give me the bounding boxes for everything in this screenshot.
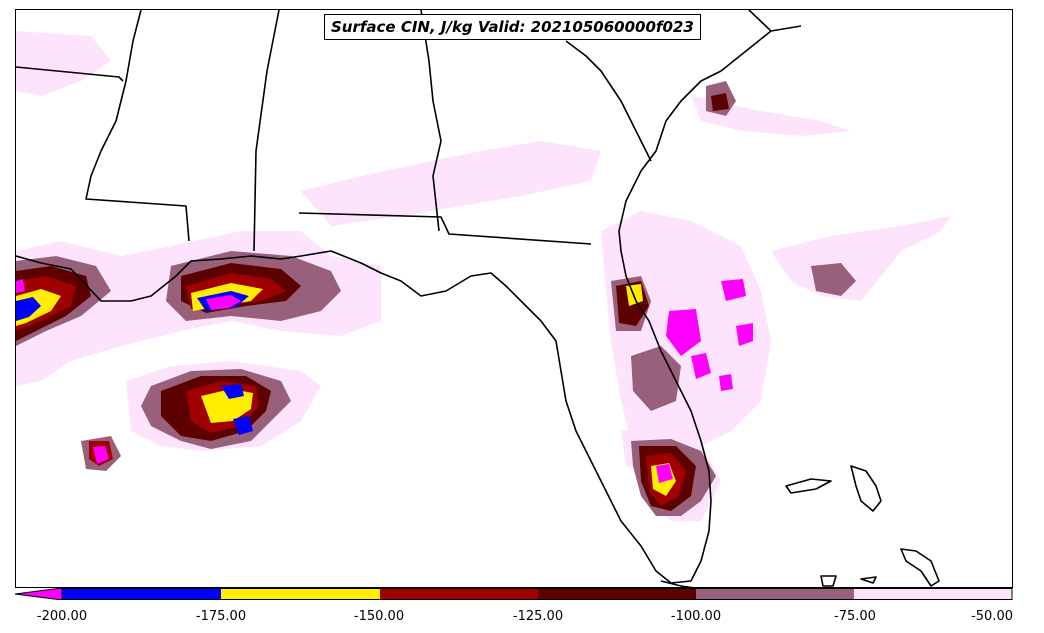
- colorbar-segment: [380, 588, 538, 600]
- colorbar-tick-label: -125.00: [512, 609, 564, 624]
- cin-field-mauve: [811, 263, 856, 296]
- cin-field-magenta: [206, 295, 241, 310]
- map-title: Surface CIN, J/kg Valid: 202105060000f02…: [324, 14, 701, 40]
- cin-field-magenta: [736, 323, 753, 346]
- cin-map: [16, 10, 951, 587]
- colorbar-segment: [538, 588, 696, 600]
- cin-field-mauve: [631, 346, 681, 411]
- state-border-al-ga: [253, 10, 280, 252]
- colorbar-tick-label: -100.00: [670, 609, 722, 624]
- cin-field-yellow: [201, 389, 253, 423]
- state-border-la-ms: [16, 66, 124, 82]
- bahamas-island: [850, 465, 882, 512]
- colorbar-tick-label: -75.00: [834, 609, 876, 624]
- bahamas-island: [900, 548, 940, 587]
- coast-gulf: [16, 25, 802, 584]
- cin-field-magenta: [656, 464, 673, 483]
- cin-field-pale: [16, 31, 111, 96]
- bahamas-island: [820, 575, 837, 587]
- colorbar-tick-label: -150.00: [353, 609, 405, 624]
- colorbar-segment: [696, 588, 854, 600]
- colorbar-tick-label: -175.00: [195, 609, 247, 624]
- state-border-sc-nc: [748, 10, 772, 32]
- cin-field-yellow: [626, 284, 643, 306]
- cin-field-magenta: [721, 279, 746, 301]
- cin-field-darkred: [711, 93, 729, 111]
- colorbar-legend: [15, 588, 1013, 600]
- colorbar-segment: [221, 588, 380, 600]
- map-panel: [15, 9, 1013, 588]
- coast-atlantic: [565, 40, 652, 162]
- colorbar-segment: [62, 588, 221, 600]
- bahamas-island: [860, 576, 877, 584]
- cin-field-magenta: [666, 309, 701, 356]
- colorbar-segment: [854, 588, 1012, 600]
- cin-field-magenta: [691, 353, 711, 379]
- cin-field-pale: [301, 141, 601, 226]
- cin-field-blue: [16, 297, 41, 321]
- state-border-ga-sc: [420, 10, 442, 232]
- cin-field-blue: [233, 416, 253, 435]
- colorbar-tick-label: -200.00: [36, 609, 88, 624]
- state-border-ga-fl: [298, 212, 592, 245]
- cin-field-magenta: [719, 374, 733, 391]
- cin-shading: [16, 31, 951, 521]
- colorbar-border: [61, 588, 1013, 600]
- cin-field-blue: [221, 384, 244, 399]
- cin-field-pale: [771, 216, 951, 301]
- colorbar-tick-label: -50.00: [971, 609, 1013, 624]
- state-border-ms-al: [85, 10, 190, 242]
- cin-field-magenta: [93, 446, 109, 464]
- bahamas-island: [785, 478, 832, 494]
- boundaries: [16, 10, 940, 587]
- cin-field-magenta: [16, 279, 25, 293]
- colorbar-extend-arrow: [15, 588, 63, 600]
- coast-florida-keys: [660, 580, 694, 587]
